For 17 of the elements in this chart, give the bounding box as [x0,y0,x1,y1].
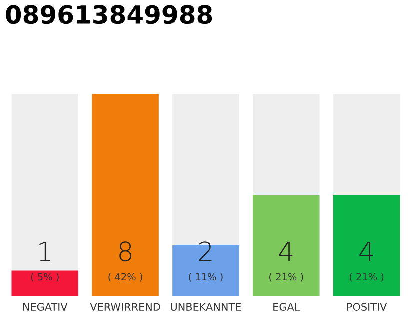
annotation: ( 21% ) [350,273,384,282]
annotation: ( 11% ) [189,273,223,282]
data-label: 4 [279,242,293,262]
data-label: 8 [120,242,132,262]
data-label: 4 [360,242,374,262]
x-tick-label: POSITIV [347,303,388,312]
x-tick-label: NEGATIV [23,303,68,312]
x-tick-label: EGAL [274,303,300,312]
annotation: ( 42% ) [108,273,142,282]
annotation: ( 21% ) [270,273,304,282]
data-label: 2 [199,242,212,262]
annotation: ( 5% ) [31,273,59,282]
x-tick-label: UNBEKANNTE [171,303,242,312]
x-tick-label: VERWIRREND [90,303,160,311]
data-label: 1 [40,242,50,262]
chart-title: 089613849988 [6,5,212,24]
bar [12,270,79,296]
